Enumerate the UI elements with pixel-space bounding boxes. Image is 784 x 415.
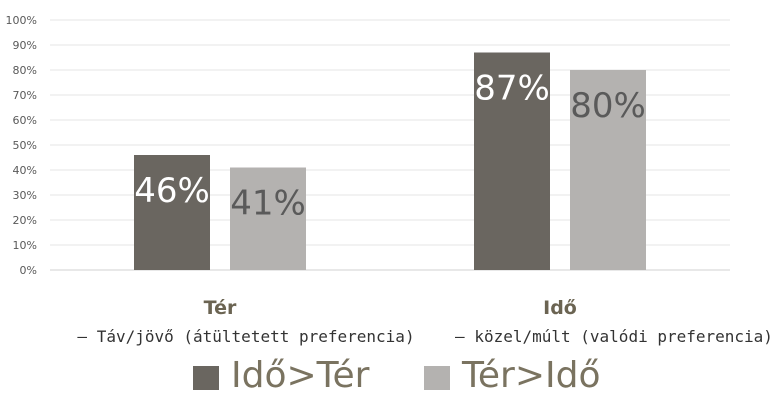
y-tick-label: 40% (13, 164, 37, 177)
category-subtitle: – Táv/jövő (átültetett preferencia) (77, 327, 414, 346)
bar-ter-ido-ido (570, 70, 646, 270)
category-label: Tér (204, 297, 237, 319)
legend-swatch (424, 366, 450, 390)
bar-ido-ter-ter (134, 155, 210, 270)
bar-ter-ido-ter (230, 167, 306, 270)
bar-ido-ter-ido (474, 52, 550, 270)
y-tick-label: 90% (13, 39, 37, 52)
legend-label: Tér>Idő (461, 355, 600, 396)
data-label: 41% (230, 184, 306, 224)
y-tick-label: 70% (13, 89, 37, 102)
category-label: Idő (543, 297, 577, 319)
legend-label: Idő>Tér (231, 355, 370, 396)
y-tick-label: 30% (13, 189, 37, 202)
data-label: 87% (474, 69, 550, 109)
y-tick-label: 10% (13, 239, 37, 252)
y-tick-label: 0% (20, 264, 37, 277)
y-tick-label: 60% (13, 114, 37, 127)
category-subtitle: – közel/múlt (valódi preferencia) (455, 327, 773, 346)
y-tick-label: 20% (13, 214, 37, 227)
legend-swatch (193, 366, 219, 390)
data-label: 80% (570, 86, 646, 126)
data-label: 46% (134, 171, 210, 211)
y-tick-label: 100% (6, 14, 37, 27)
y-tick-label: 50% (13, 139, 37, 152)
y-tick-label: 80% (13, 64, 37, 77)
